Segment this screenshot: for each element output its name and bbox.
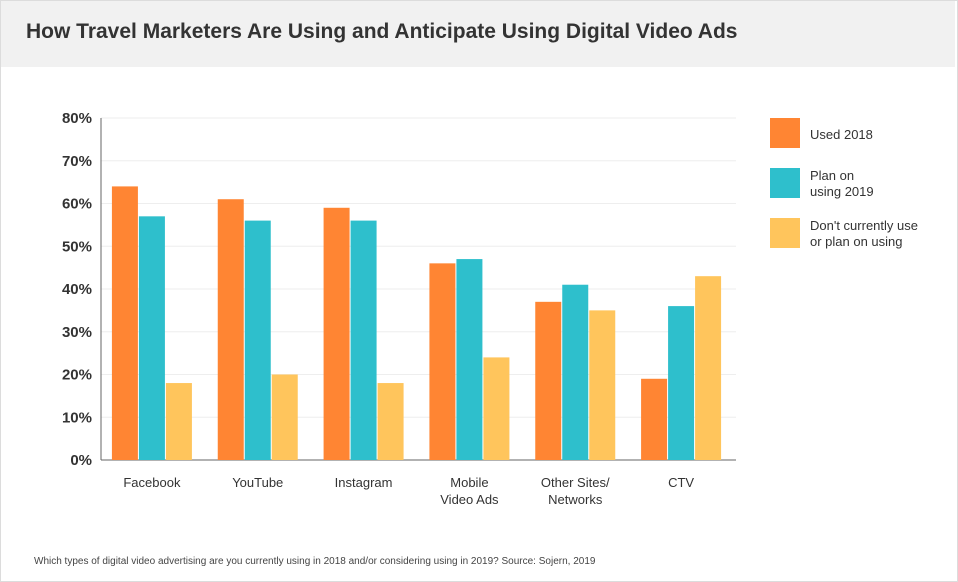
- bar: [668, 306, 695, 460]
- bar: [456, 259, 483, 460]
- legend-swatch-used-2018: [770, 118, 800, 148]
- y-tick-label: 20%: [62, 367, 92, 384]
- y-tick-label: 10%: [62, 409, 92, 426]
- bar: [350, 220, 377, 460]
- bar: [377, 383, 404, 460]
- x-tick-label: Mobile: [450, 475, 488, 490]
- legend-swatch-dont-use: [770, 218, 800, 248]
- y-tick-label: 80%: [62, 110, 92, 127]
- y-tick-label: 0%: [70, 452, 92, 469]
- bar: [244, 220, 271, 460]
- x-tick-label: YouTube: [232, 475, 283, 490]
- bar: [562, 284, 589, 460]
- bar: [641, 378, 668, 460]
- bar: [217, 199, 244, 460]
- footnote: Which types of digital video advertising…: [34, 556, 596, 567]
- y-tick-label: 60%: [62, 196, 92, 213]
- legend-label-line1: Don't currently use: [810, 218, 918, 233]
- bar: [323, 207, 350, 460]
- y-tick-label: 50%: [62, 238, 92, 255]
- bar: [535, 301, 562, 460]
- header-bar: [1, 1, 955, 67]
- bar: [165, 383, 192, 460]
- y-tick-label: 30%: [62, 324, 92, 341]
- bar: [429, 263, 456, 460]
- bar: [271, 374, 298, 460]
- legend-label-line1: Used 2018: [810, 127, 873, 142]
- bar: [111, 186, 138, 460]
- x-tick-label: Other Sites/: [541, 475, 610, 490]
- legend-swatch-plan-2019: [770, 168, 800, 198]
- x-tick-label: Networks: [548, 492, 603, 507]
- x-tick-label: Video Ads: [440, 492, 499, 507]
- legend-label-line1: Plan on: [810, 168, 855, 183]
- bar: [589, 310, 616, 460]
- x-tick-label: CTV: [668, 475, 694, 490]
- bar: [483, 357, 510, 460]
- legend-label-line2: or plan on using: [810, 234, 903, 249]
- y-tick-label: 40%: [62, 281, 92, 298]
- bar: [695, 276, 722, 460]
- chart-title: How Travel Marketers Are Using and Antic…: [26, 20, 738, 43]
- y-tick-label: 70%: [62, 153, 92, 170]
- bar: [138, 216, 165, 460]
- x-tick-label: Instagram: [335, 475, 393, 490]
- legend-label-line2: using 2019: [810, 184, 874, 199]
- x-tick-label: Facebook: [123, 475, 181, 490]
